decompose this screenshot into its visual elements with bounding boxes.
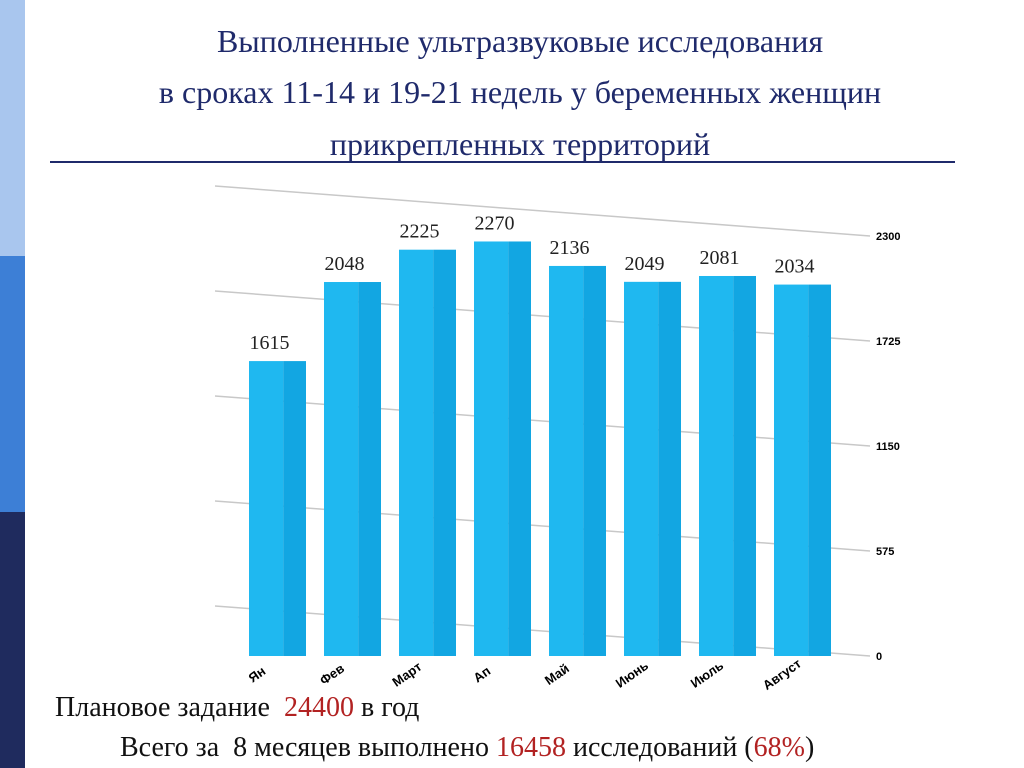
chart-title: Выполненные ультразвуковые исследования (217, 23, 823, 59)
y-tick-label: 0 (876, 651, 882, 663)
y-tick-label: 1725 (876, 336, 900, 348)
value-label: 2270 (475, 212, 515, 234)
x-tick-label: Июнь (613, 658, 651, 691)
stripe (0, 256, 25, 512)
x-tick-label: Ап (471, 663, 494, 685)
value-label: 2225 (400, 221, 440, 243)
footer-text: ) (804, 732, 815, 763)
bar (474, 241, 509, 656)
value-label: 2136 (550, 237, 590, 259)
value-label: 2081 (700, 247, 740, 269)
chart-title: в сроках 11-14 и 19-21 недель у беременн… (159, 74, 881, 110)
footer-line: Плановое задание 24400 в год (55, 692, 419, 724)
stripe (0, 0, 25, 256)
x-tick-label: Август (760, 656, 804, 693)
y-tick-label: 2300 (876, 231, 900, 243)
value-label: 2049 (625, 253, 665, 275)
bar-side (658, 281, 681, 656)
bar (324, 282, 359, 656)
bar (624, 281, 659, 656)
footer-text: в год (360, 692, 420, 723)
footer-number: 24400 (283, 692, 354, 723)
y-tick-label: 1150 (876, 441, 900, 453)
grid-line (214, 605, 871, 657)
bar-side (358, 282, 381, 656)
grid-line (214, 395, 871, 447)
footer-text: Всего за 8 месяцев выполнено (120, 732, 489, 763)
x-tick-label: Фев (317, 661, 347, 688)
y-tick-label: 575 (876, 546, 894, 558)
bar (249, 361, 284, 656)
chart-title: прикрепленных территорий (330, 126, 710, 162)
grid-line (214, 290, 871, 342)
bar-side (808, 284, 831, 656)
footer-line: Всего за 8 месяцев выполнено 16458 иссле… (120, 732, 814, 764)
bar (699, 275, 734, 656)
x-tick-label: Март (389, 659, 424, 690)
footer-text: исследований ( (572, 732, 754, 763)
bar-side (433, 249, 456, 656)
footer-number: 68% (753, 732, 805, 763)
bar-side (508, 241, 531, 656)
value-label: 2048 (325, 253, 365, 275)
value-label: 2034 (775, 256, 815, 278)
bar-side (733, 275, 756, 656)
footer-text: Плановое задание (55, 692, 270, 723)
grid-line (214, 500, 871, 552)
bar-side (283, 361, 306, 656)
stripe (0, 512, 25, 768)
bar (399, 249, 434, 656)
value-label: 1615 (250, 332, 290, 354)
bar (774, 284, 809, 656)
footer-number: 16458 (495, 732, 566, 763)
bar-side (583, 265, 606, 656)
grid-line (214, 185, 871, 237)
x-tick-label: Май (542, 661, 572, 688)
bar (549, 265, 584, 656)
x-tick-label: Ян (246, 663, 269, 685)
x-tick-label: Июль (688, 658, 726, 691)
